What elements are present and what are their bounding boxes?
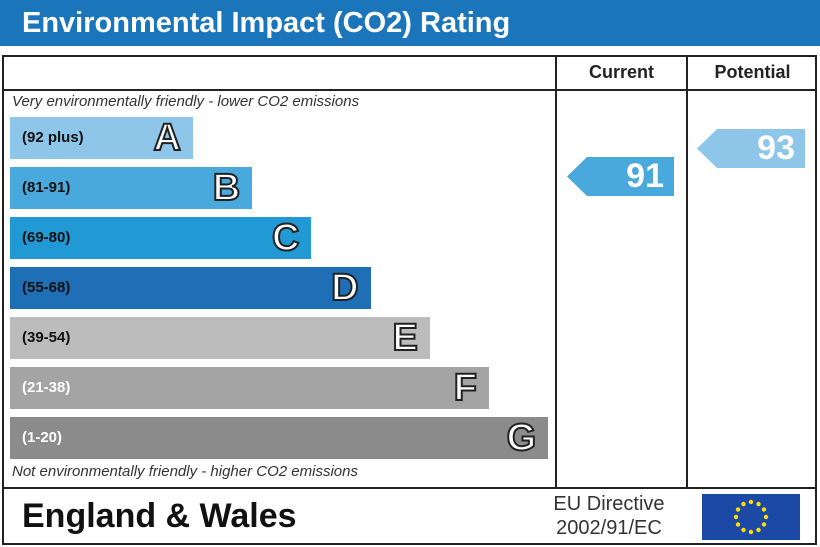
- band-letter: A: [153, 116, 182, 160]
- region-label: England & Wales: [22, 497, 297, 535]
- band-d: (55-68) D: [10, 266, 371, 310]
- band-range: (81-91): [22, 179, 71, 196]
- star: [733, 514, 739, 520]
- column-header-current: Current: [588, 62, 654, 82]
- star: [761, 522, 767, 527]
- band-range: (1-20): [22, 429, 63, 446]
- star: [748, 529, 754, 535]
- band-c: (69-80) C: [10, 216, 312, 260]
- band-letter: C: [271, 216, 300, 260]
- directive-line2: 2002/91/EC: [556, 517, 662, 539]
- divider: [555, 55, 557, 488]
- band-range: (55-68): [22, 279, 71, 296]
- band-a: (92 plus) A: [10, 116, 193, 160]
- band-range: (69-80): [22, 229, 71, 246]
- chart-title: Environmental Impact (CO2) Rating: [0, 0, 820, 46]
- star: [735, 507, 741, 512]
- band-range: (39-54): [22, 329, 71, 346]
- current-rating-arrow: 91: [567, 157, 674, 196]
- divider: [2, 89, 817, 91]
- band-e: (39-54) E: [10, 316, 430, 360]
- star: [748, 499, 754, 505]
- column-header-potential: Potential: [714, 62, 791, 82]
- star: [741, 527, 746, 533]
- eu-directive: EU Directive 2002/91/EC: [520, 492, 698, 540]
- eu-flag-icon: [702, 494, 800, 540]
- star: [741, 501, 746, 507]
- top-note: Very environmentally friendly - lower CO…: [12, 93, 360, 110]
- band-g: (1-20) G: [10, 416, 549, 460]
- band-b: (81-91) B: [10, 166, 253, 210]
- band-range: (92 plus): [22, 129, 84, 146]
- current-rating-value: 91: [626, 157, 664, 195]
- divider: [2, 487, 817, 489]
- divider: [686, 55, 688, 488]
- band-letter: D: [330, 266, 359, 310]
- star: [763, 514, 769, 520]
- potential-rating-value: 93: [757, 129, 795, 167]
- star: [761, 507, 767, 512]
- potential-rating-arrow: 93: [697, 129, 805, 168]
- star: [756, 527, 761, 533]
- chart-frame: [2, 55, 817, 545]
- band-range: (21-38): [22, 379, 71, 396]
- band-f: (21-38) F: [10, 366, 489, 410]
- band-letter: B: [212, 166, 241, 210]
- band-letter: G: [506, 416, 538, 460]
- band-letter: F: [453, 366, 478, 410]
- star: [735, 522, 741, 527]
- star: [756, 501, 761, 507]
- bottom-note: Not environmentally friendly - higher CO…: [12, 463, 358, 480]
- directive-line1: EU Directive: [553, 493, 665, 515]
- band-letter: E: [391, 316, 418, 360]
